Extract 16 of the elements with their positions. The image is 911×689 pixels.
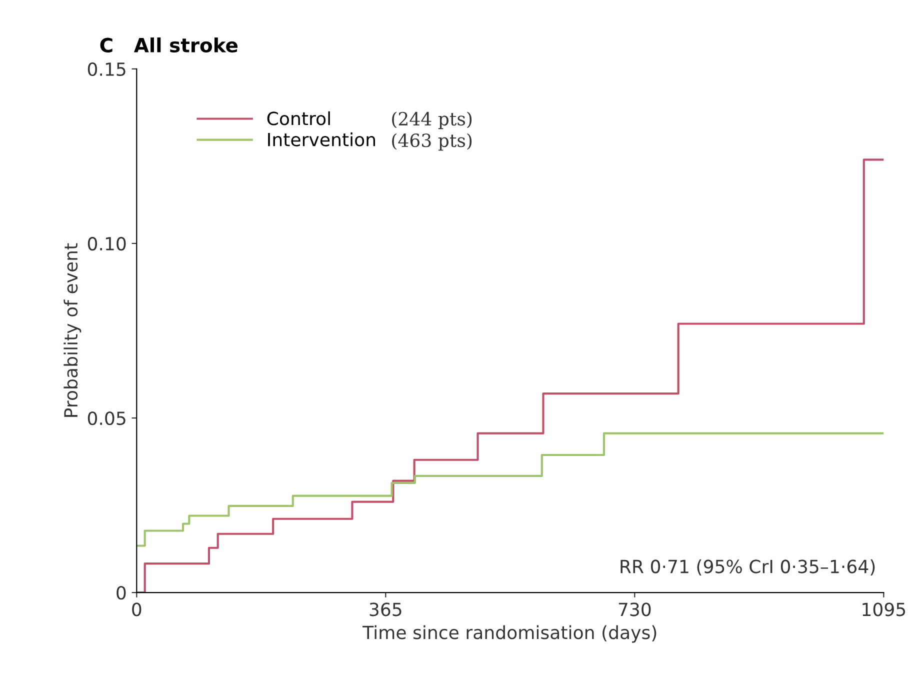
x-tick-label: 365 [370,602,402,616]
x-tick-label: 1095 [862,602,906,616]
x-tick-label: 0 [132,602,142,616]
y-tick-label: 0.10 [88,236,126,251]
chart-title: C All stroke [100,37,238,53]
y-tick-label: 0 [116,586,126,600]
annotation: RR 0·71 (95% CrI 0·35–1·64) [620,559,875,576]
legend-label: Control [267,111,330,126]
y-tick-label: 0.05 [88,411,126,426]
y-tick-label: 0.15 [88,62,126,76]
legend-label: Intervention [268,132,375,146]
annotation: (463 pts) [392,133,472,151]
annotation: (244 pts) [392,112,472,130]
y-axis-title: Probability of event [64,243,82,417]
x-tick-label: 730 [618,602,651,616]
x-axis-title: Time since randomisation (days) [362,625,656,643]
